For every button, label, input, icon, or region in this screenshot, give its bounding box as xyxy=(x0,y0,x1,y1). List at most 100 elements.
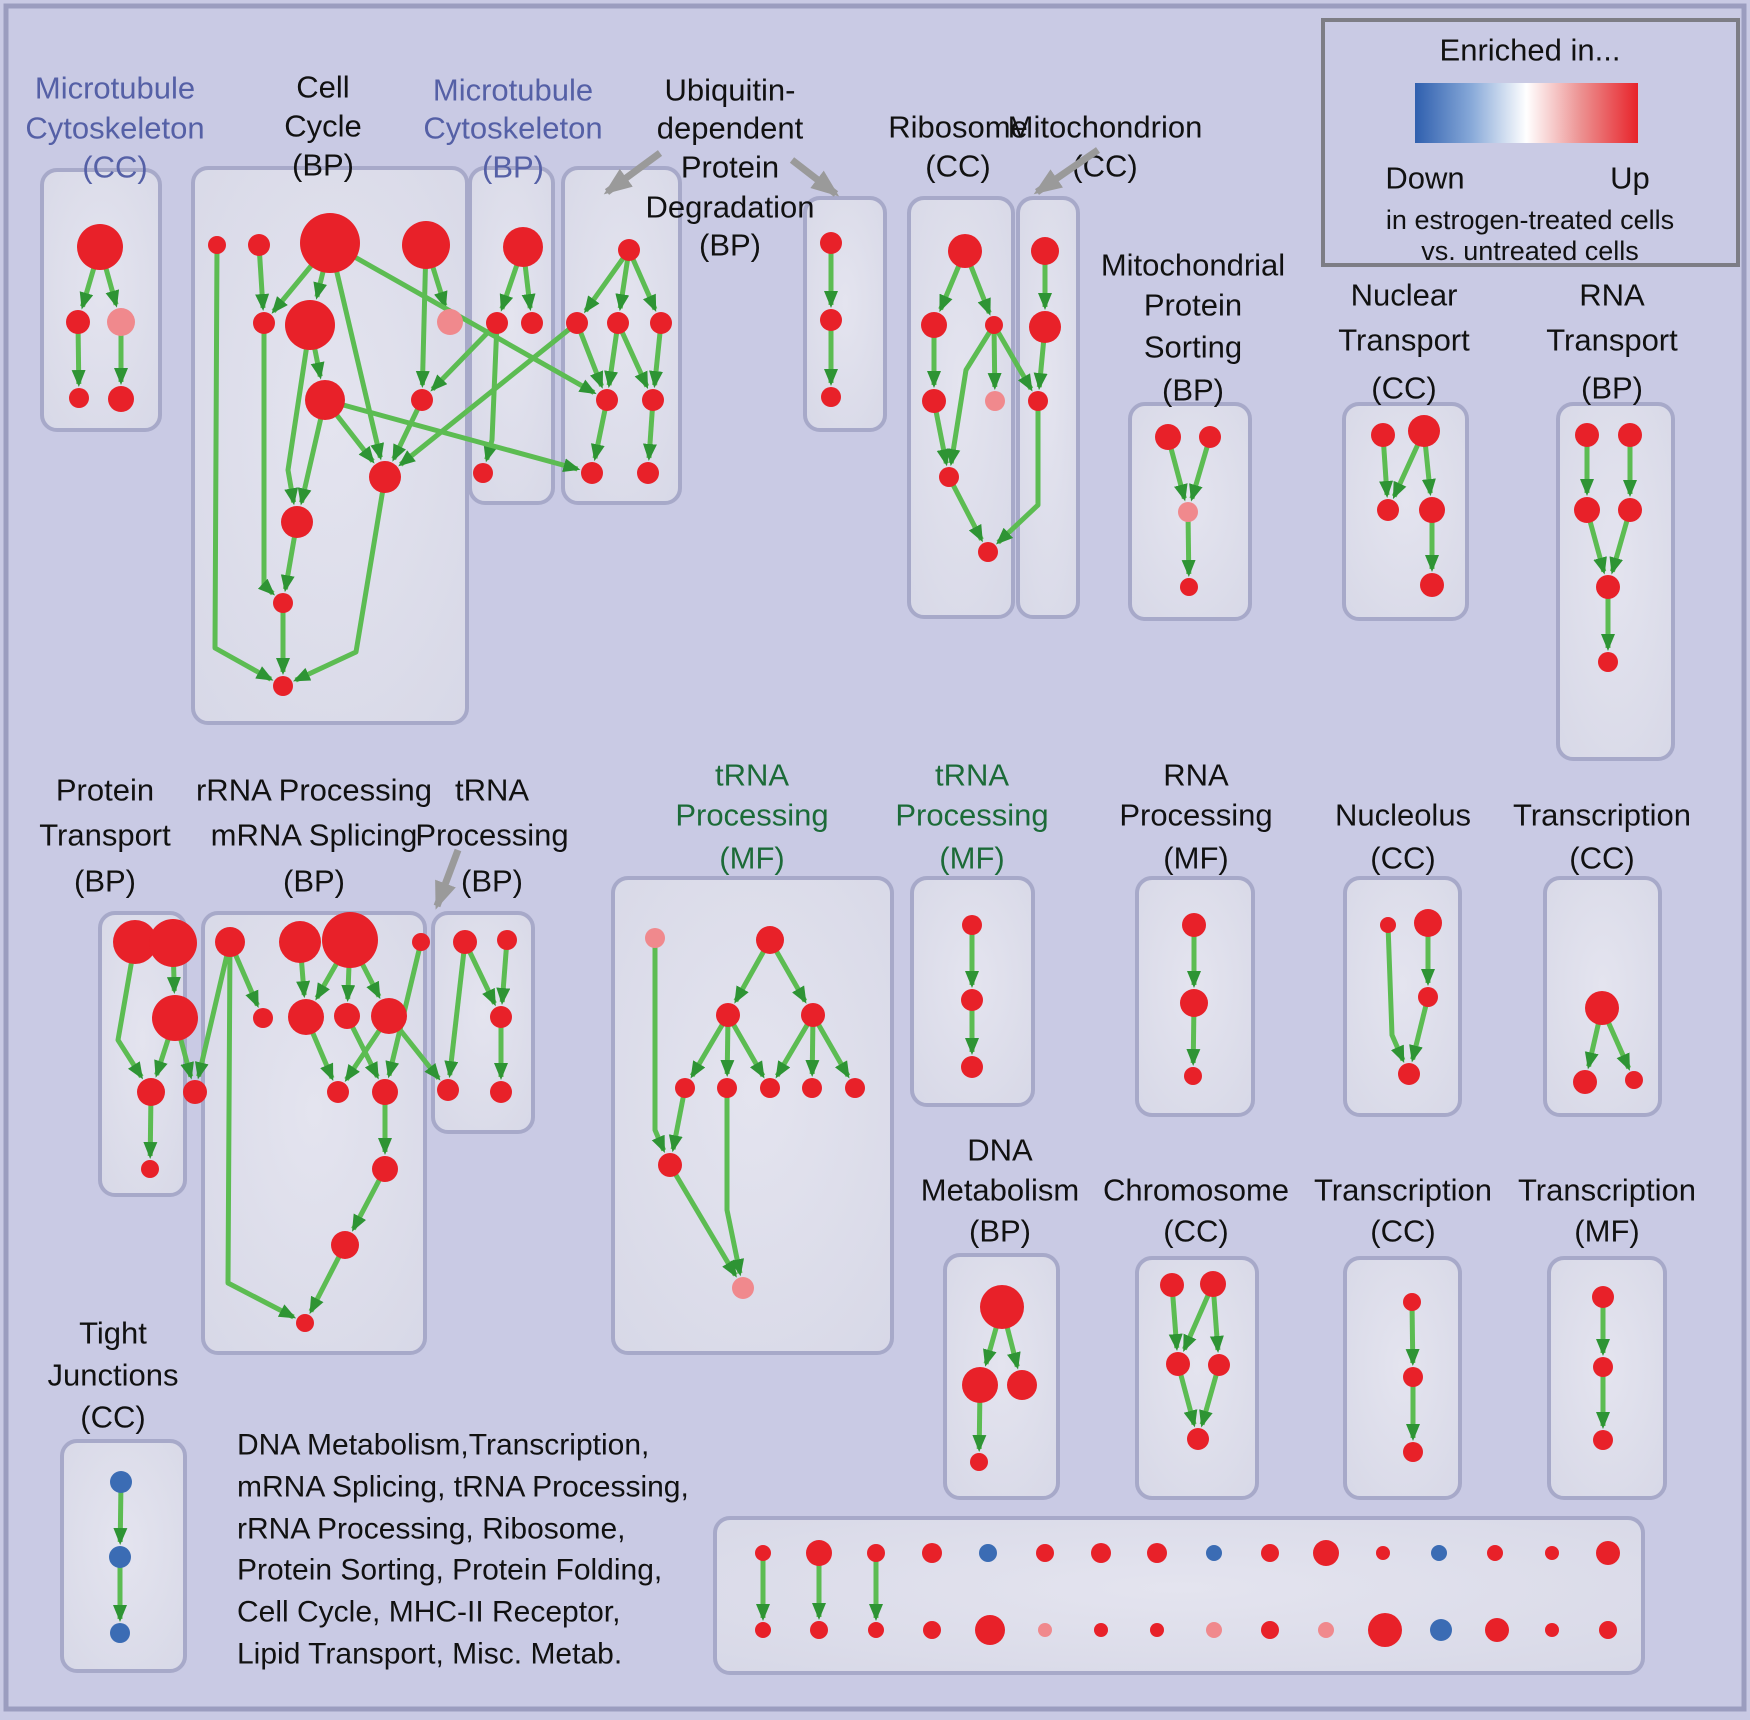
trna-processing-mf-large-node xyxy=(760,1078,780,1098)
misc-terms-node xyxy=(1206,1622,1222,1638)
nuclear-transport-cc-label: Nuclear xyxy=(1351,278,1458,313)
misc-terms-text: DNA Metabolism,Transcription, xyxy=(237,1429,649,1462)
ribosome-cc-node xyxy=(948,234,982,268)
protein-transport-bp-edge xyxy=(115,941,144,1080)
ribosome-cc-edge xyxy=(946,475,984,543)
legend-up-label: Up xyxy=(1610,161,1650,196)
nucleolus-cc-label: Nucleolus xyxy=(1335,798,1471,833)
protein-transport-bp-node xyxy=(183,1080,207,1104)
label-pointer-arrow xyxy=(1033,147,1100,195)
label-pointer-arrow xyxy=(603,150,663,195)
microtubule-cytoskeleton-bp-node xyxy=(503,227,543,267)
dna-metabolism-bp-node xyxy=(1007,1370,1037,1400)
rrna-processing-mrna-splicing-bp-node xyxy=(372,1079,398,1105)
chromosome-cc-label: (CC) xyxy=(1163,1214,1228,1249)
rrna-processing-mrna-splicing-bp-node xyxy=(371,998,407,1034)
transcription-cc-2-node xyxy=(1403,1442,1423,1462)
cell-cycle-bp-label: (BP) xyxy=(292,148,354,183)
mitochondrial-protein-sorting-bp-node xyxy=(1199,426,1221,448)
cell-cycle-bp-node xyxy=(248,234,270,256)
trna-processing-mf-large-node xyxy=(732,1277,754,1299)
microtubule-cytoskeleton-cc-node xyxy=(77,224,123,270)
mitochondrial-protein-sorting-bp-label: (BP) xyxy=(1162,373,1224,408)
ribosome-cc-node xyxy=(921,312,947,338)
microtubule-cytoskeleton-cc-node xyxy=(107,308,135,336)
ubiquitin-dependent-protein-degradation-bp-label: Protein xyxy=(681,150,779,185)
trna-processing-mf-large-node xyxy=(801,1003,825,1027)
legend-subtitle: vs. untreated cells xyxy=(1421,236,1639,266)
microtubule-cytoskeleton-bp-edge xyxy=(483,322,500,463)
trna-processing-mf-small-label: Processing xyxy=(895,798,1048,833)
mitochondrion-cc-label: Mitochondrion xyxy=(1008,110,1203,145)
trna-processing-bp-label: Processing xyxy=(415,818,568,853)
mitochondrial-protein-sorting-bp-label: Mitochondrial xyxy=(1101,248,1285,283)
trna-processing-mf-small-label: (MF) xyxy=(939,841,1004,876)
tight-junctions-cc-label: Tight xyxy=(79,1316,147,1351)
rna-processing-mf-label: (MF) xyxy=(1163,841,1228,876)
trna-processing-bp-edge xyxy=(444,941,468,1079)
trna-processing-mf-large-node xyxy=(756,926,784,954)
ubiquitin-dependent-protein-degradation-bp-node xyxy=(650,312,672,334)
misc-terms-text: Cell Cycle, MHC-II Receptor, xyxy=(237,1596,620,1629)
trna-processing-mf-large-node xyxy=(716,1003,740,1027)
misc-terms-node xyxy=(975,1615,1005,1645)
ubiquitin-dependent-protein-degradation-bp-node xyxy=(581,462,603,484)
misc-terms-node xyxy=(979,1544,997,1562)
misc-terms-node xyxy=(867,1544,885,1562)
rrna-processing-mrna-splicing-bp-node xyxy=(296,1314,314,1332)
cell-cycle-bp-node xyxy=(305,380,345,420)
rrna-processing-mrna-splicing-bp-node xyxy=(253,1008,273,1028)
rna-transport-bp-node xyxy=(1618,423,1642,447)
legend-title: Enriched in... xyxy=(1440,33,1621,68)
rna-processing-mf-node xyxy=(1182,913,1206,937)
cell-cycle-bp-node xyxy=(208,236,226,254)
trna-processing-mf-small-node xyxy=(962,915,982,935)
microtubule-cytoskeleton-cc-label: Cytoskeleton xyxy=(25,111,204,146)
transcription-cc-label: (CC) xyxy=(1569,841,1634,876)
mitochondrial-protein-sorting-bp-node xyxy=(1180,578,1198,596)
legend-down-label: Down xyxy=(1385,161,1464,196)
misc-terms-text: Protein Sorting, Protein Folding, xyxy=(237,1554,662,1587)
rrna-processing-mrna-splicing-bp-node xyxy=(288,999,324,1035)
rrna-processing-mrna-splicing-bp-edge xyxy=(225,941,297,1320)
rrna-processing-mrna-splicing-bp-node xyxy=(322,912,378,968)
misc-terms-node xyxy=(923,1621,941,1639)
ubiquitin-dependent-protein-degradation-bp-node xyxy=(642,389,664,411)
nucleolus-cc-node xyxy=(1398,1063,1420,1085)
misc-terms-node xyxy=(1038,1623,1052,1637)
misc-terms-node xyxy=(922,1543,942,1563)
rrna-processing-mrna-splicing-bp-label: mRNA Splicing xyxy=(211,818,418,853)
nuclear-transport-cc-box xyxy=(1342,402,1469,621)
misc-terms-node xyxy=(1596,1541,1620,1565)
cell-cycle-bp-node xyxy=(411,389,433,411)
rna-transport-bp-label: Transport xyxy=(1546,323,1678,358)
microtubule-cytoskeleton-bp-node xyxy=(521,312,543,334)
cell-cycle-bp-edge xyxy=(257,323,275,596)
transcription-mf-node xyxy=(1593,1357,1613,1377)
transcription-mf-label: (MF) xyxy=(1574,1214,1639,1249)
ubiquitin-dependent-protein-degradation-bp-node xyxy=(596,389,618,411)
ubiquitin-dependent-protein-degradation-bp-node xyxy=(637,462,659,484)
mitochondrial-protein-sorting-bp-node xyxy=(1155,424,1181,450)
rna-transport-bp-label: RNA xyxy=(1579,278,1645,313)
rna-transport-bp-node xyxy=(1574,497,1600,523)
misc-terms-node xyxy=(1261,1621,1279,1639)
ribosome-cc-node xyxy=(978,542,998,562)
misc-terms-node xyxy=(1487,1545,1503,1561)
misc-terms-node xyxy=(1431,1545,1447,1561)
misc-terms-node xyxy=(1091,1543,1111,1563)
ubiquitin-dependent-protein-degradation-bp-node xyxy=(607,312,629,334)
trna-processing-mf-large-node xyxy=(717,1078,737,1098)
ubiquitin-dependent-protein-degradation-bp-edge xyxy=(583,248,632,314)
misc-terms-node xyxy=(810,1621,828,1639)
rrna-processing-mrna-splicing-bp-node xyxy=(412,933,430,951)
protein-transport-bp-node xyxy=(149,919,197,967)
mitochondrion-cc-node xyxy=(1028,391,1048,411)
misc-terms-text: Lipid Transport, Misc. Metab. xyxy=(237,1638,622,1671)
transcription-mf-box xyxy=(1547,1256,1667,1500)
microtubule-cytoskeleton-cc-node xyxy=(108,386,134,412)
ubiquitin-degradation-chain-node xyxy=(820,232,842,254)
misc-terms-node xyxy=(1094,1623,1108,1637)
transcription-cc-2-label: Transcription xyxy=(1314,1173,1492,1208)
cell-cycle-bp-edge xyxy=(284,324,313,506)
